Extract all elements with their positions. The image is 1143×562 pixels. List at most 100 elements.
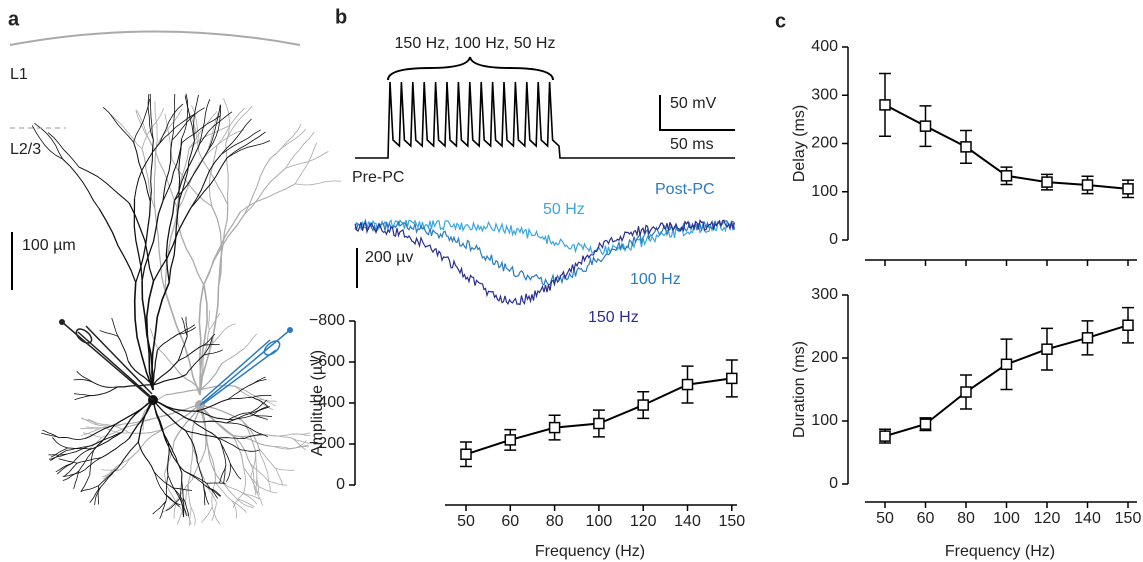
dendrite bbox=[219, 323, 236, 336]
dendrite bbox=[241, 492, 260, 500]
pipette-tip bbox=[75, 328, 93, 344]
dendrite bbox=[176, 148, 190, 209]
dendrite bbox=[152, 399, 169, 443]
dendrite bbox=[84, 423, 116, 440]
dendrite bbox=[179, 497, 187, 516]
dendrite bbox=[208, 105, 222, 150]
y-tick-label: −600 bbox=[309, 353, 345, 370]
dendrite bbox=[87, 418, 106, 425]
neuron-drawing bbox=[31, 93, 342, 527]
y-tick-label: 0 bbox=[336, 476, 345, 493]
dendrite bbox=[176, 208, 205, 286]
x-tick-label: 120 bbox=[630, 513, 657, 530]
pre-trace bbox=[355, 81, 735, 159]
dendrite bbox=[241, 492, 258, 505]
dendrite bbox=[199, 99, 211, 145]
dendrite bbox=[154, 209, 166, 292]
dendrite bbox=[203, 337, 213, 356]
dendrite bbox=[141, 200, 164, 281]
dendrite bbox=[156, 346, 175, 367]
dendrite bbox=[128, 202, 155, 282]
dendrite bbox=[128, 399, 154, 439]
dendrite bbox=[250, 463, 269, 482]
y-axis-label: Amplitude (µV) bbox=[309, 350, 326, 456]
dendrite bbox=[58, 458, 78, 464]
dendrite bbox=[182, 497, 190, 517]
dendrite bbox=[227, 385, 249, 400]
dendrite bbox=[51, 437, 68, 449]
dendrite bbox=[203, 349, 223, 356]
dendrite bbox=[275, 467, 295, 471]
dendrite bbox=[259, 486, 278, 494]
x-axis-label: Frequency (Hz) bbox=[535, 543, 645, 560]
dendrite bbox=[270, 128, 307, 159]
dendrite bbox=[137, 441, 155, 472]
dendrite bbox=[159, 113, 196, 144]
post-trace bbox=[354, 218, 736, 256]
x-tick-label: 150 bbox=[1115, 510, 1142, 527]
dendrite bbox=[289, 444, 309, 450]
marker bbox=[879, 430, 891, 442]
dendrite bbox=[152, 500, 167, 515]
x-tick-label: 80 bbox=[546, 513, 564, 530]
dendrite bbox=[254, 488, 263, 506]
dendrite bbox=[81, 428, 100, 436]
dendrite bbox=[164, 441, 175, 474]
dendrite bbox=[190, 506, 196, 526]
marker bbox=[1081, 179, 1094, 191]
dendrite bbox=[193, 94, 199, 141]
marker bbox=[1000, 170, 1013, 182]
dendrite bbox=[159, 500, 167, 519]
dendrite bbox=[100, 468, 118, 488]
dendrite bbox=[80, 474, 91, 493]
dendrite bbox=[63, 462, 78, 478]
dendrite bbox=[226, 422, 251, 429]
trace-label: 50 Hz bbox=[543, 201, 585, 218]
dendrite bbox=[166, 442, 170, 476]
post-trace bbox=[354, 218, 736, 306]
dendrite bbox=[226, 463, 231, 482]
dendrite bbox=[221, 118, 252, 155]
dendrite bbox=[190, 157, 228, 209]
dendrite bbox=[154, 101, 158, 148]
dendrite bbox=[236, 498, 255, 508]
y-tick-label: −400 bbox=[309, 394, 345, 411]
dendrite bbox=[204, 480, 217, 503]
dendrite bbox=[117, 336, 129, 362]
y-tick-label: 100 bbox=[811, 412, 838, 429]
dendrite bbox=[190, 153, 222, 209]
dendrite bbox=[206, 482, 219, 499]
dendrite bbox=[240, 449, 260, 452]
dendrite bbox=[141, 148, 156, 210]
dendrite bbox=[48, 453, 68, 456]
dendrite bbox=[184, 95, 195, 141]
dendrite bbox=[204, 485, 221, 497]
dendrite bbox=[291, 432, 311, 435]
dendrite bbox=[171, 159, 213, 207]
dendrite bbox=[167, 475, 180, 499]
marker bbox=[960, 141, 972, 153]
dendrite bbox=[243, 333, 258, 350]
dendrite bbox=[165, 475, 169, 501]
dendrite bbox=[89, 450, 95, 476]
dendrite bbox=[121, 399, 154, 433]
marker bbox=[960, 386, 972, 398]
dendrite bbox=[177, 324, 196, 335]
brace bbox=[387, 56, 554, 81]
scale-label: 50 mV bbox=[670, 95, 717, 112]
dendrite bbox=[208, 145, 218, 207]
stimulus-label: 150 Hz, 100 Hz, 50 Hz bbox=[395, 35, 556, 52]
dendrite bbox=[252, 406, 271, 416]
marker bbox=[504, 434, 517, 446]
layer-label: L2/3 bbox=[10, 141, 41, 158]
dendrite bbox=[218, 437, 244, 440]
dendrite bbox=[258, 448, 269, 473]
post-traces bbox=[354, 218, 736, 306]
dendrite bbox=[229, 463, 242, 480]
dendrite bbox=[232, 434, 251, 464]
dendrite bbox=[241, 420, 256, 452]
dendrite bbox=[133, 142, 151, 202]
dendrite bbox=[202, 211, 241, 286]
dendrite bbox=[41, 432, 60, 439]
